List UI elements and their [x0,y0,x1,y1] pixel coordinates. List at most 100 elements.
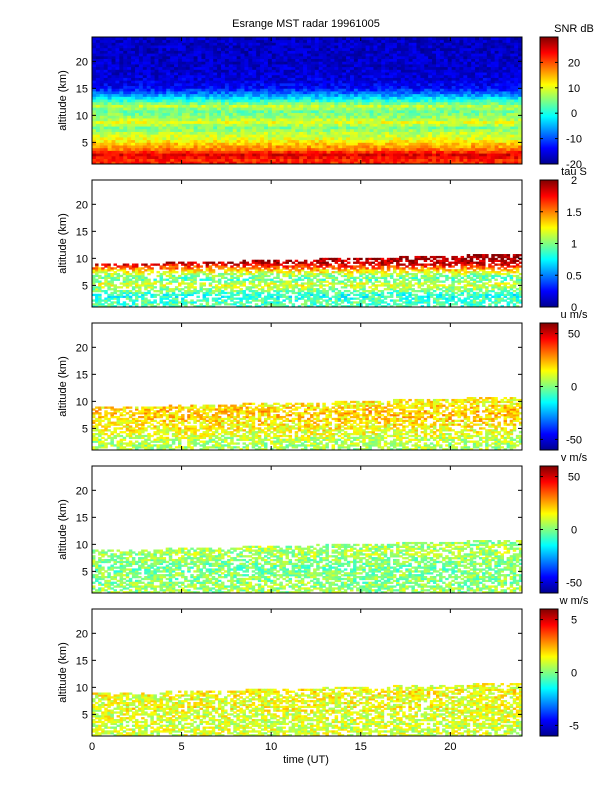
heatmap-cell [479,74,484,78]
heatmap-cell [486,112,492,116]
heatmap-cell [416,128,421,132]
heatmap-cell [373,55,378,60]
heatmap-cell [447,145,453,149]
heatmap-cell [326,115,331,119]
heatmap-cell [455,42,460,46]
heatmap-cell [252,93,257,97]
heatmap-cell [389,120,394,124]
heatmap-cell [318,136,324,141]
heatmap-cell [256,45,261,49]
heatmap-cell [310,145,316,149]
heatmap-cell [443,69,449,73]
heatmap-cell [279,136,284,141]
heatmap-cell [385,139,390,143]
heatmap-cell [178,82,183,87]
heatmap-cell [490,50,496,54]
heatmap-cell [240,155,245,159]
heatmap-cell [416,134,421,138]
heatmap-cell [389,58,394,62]
heatmap-cell [279,82,284,87]
heatmap-cell [318,88,324,92]
heatmap-cell [459,50,464,54]
heatmap-cell [146,61,152,65]
heatmap-cell [494,126,499,130]
heatmap-cell [181,53,187,57]
heatmap-cell [295,139,300,143]
heatmap-cell [166,66,171,70]
heatmap-cell [502,109,507,114]
heatmap-cell [193,153,198,157]
heatmap-cell [303,161,308,164]
heatmap-cell [275,96,281,100]
heatmap-cell [111,139,116,143]
heatmap-cell [385,50,390,54]
heatmap-cell [443,139,449,143]
heatmap-cell [471,82,476,87]
heatmap-cell [432,47,437,51]
heatmap-cell [389,107,394,111]
heatmap-cell [217,112,222,116]
heatmap-cell [252,64,257,68]
heatmap-cell [350,66,355,70]
heatmap-cell [381,77,386,81]
heatmap-cell [150,104,155,108]
heatmap-cell [256,112,261,116]
heatmap-cell [197,82,202,87]
heatmap-cell [420,85,425,89]
heatmap-cell [138,55,144,60]
heatmap-cell [150,88,155,92]
heatmap-cell [385,37,390,41]
heatmap-cell [283,42,288,46]
heatmap-cell [131,55,136,60]
heatmap-cell [389,109,394,114]
heatmap-cell [154,74,159,78]
heatmap-cell [244,80,249,84]
heatmap-cell [338,153,343,157]
heatmap-cell [95,112,101,116]
heatmap-cell [205,50,210,54]
heatmap-cell [314,80,320,84]
heatmap-cell [307,39,312,43]
heatmap-cell [232,45,238,49]
heatmap-cell [314,88,320,92]
heatmap-cell [310,126,316,130]
heatmap-cell [369,64,374,68]
heatmap-cell [248,126,253,130]
heatmap-cell [326,104,331,108]
heatmap-cell [377,123,382,127]
heatmap-cell [138,139,144,143]
heatmap-cell [256,139,261,143]
heatmap-cell [232,147,238,151]
heatmap-cell [232,134,238,138]
heatmap-cell [455,139,460,143]
heatmap-cell [209,77,214,81]
heatmap-cell [389,64,394,68]
heatmap-cell [138,93,144,97]
heatmap-cell [221,93,226,97]
heatmap-cell [459,66,464,70]
heatmap-cell [393,161,398,164]
heatmap-cell [221,150,226,154]
heatmap-cell [201,66,206,70]
heatmap-cell [201,45,206,49]
heatmap-cell [471,80,476,84]
heatmap-cell [350,107,355,111]
heatmap-cell [291,99,296,103]
heatmap-cell [205,155,210,159]
heatmap-cell [498,85,503,89]
heatmap-cell [432,107,437,111]
heatmap-cell [271,109,277,114]
heatmap-cell [479,96,484,100]
heatmap-cell [283,66,288,70]
heatmap-cell [158,153,163,157]
heatmap-cell [181,42,187,46]
heatmap-cell [135,107,140,111]
heatmap-cell [228,109,234,114]
heatmap-cell [318,161,324,164]
heatmap-cell [170,88,175,92]
heatmap-cell [115,53,120,57]
heatmap-cell [279,55,284,60]
heatmap-cell [494,155,499,159]
heatmap-cell [205,153,210,157]
heatmap-cell [303,47,308,51]
